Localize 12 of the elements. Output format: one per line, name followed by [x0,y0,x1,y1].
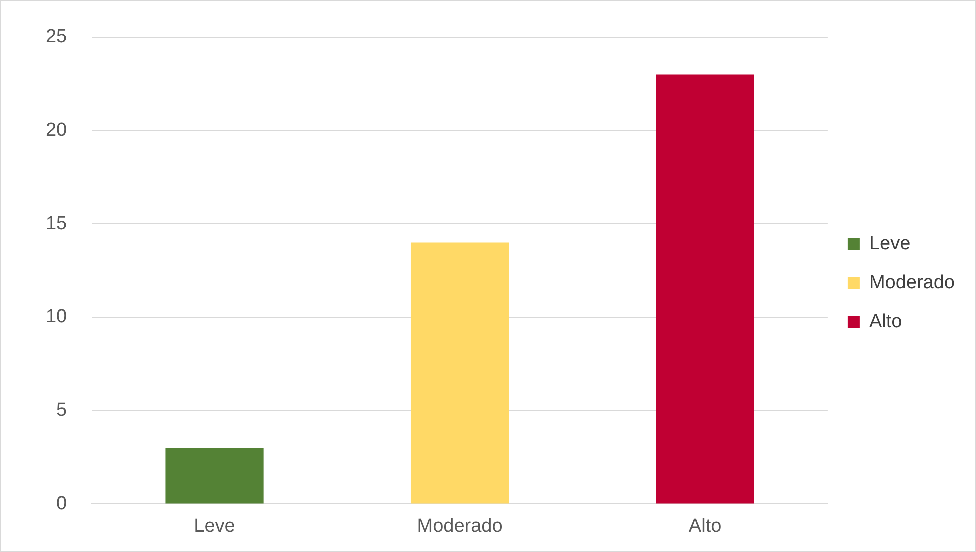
x-tick-label: Leve [194,516,236,537]
legend-label: Moderado [869,272,956,294]
y-tick-label: 0 [56,493,68,514]
y-tick-label: 25 [46,26,68,48]
y-tick-label: 20 [46,120,68,141]
legend-label: Leve [869,234,911,255]
x-tick-label: Moderado [417,516,503,537]
legend-label: Alto [869,312,902,333]
y-tick-label: 10 [46,306,68,328]
y-tick-label: 5 [56,400,68,422]
x-tick-label: Alto [688,516,722,537]
y-tick-label: 15 [46,213,68,234]
